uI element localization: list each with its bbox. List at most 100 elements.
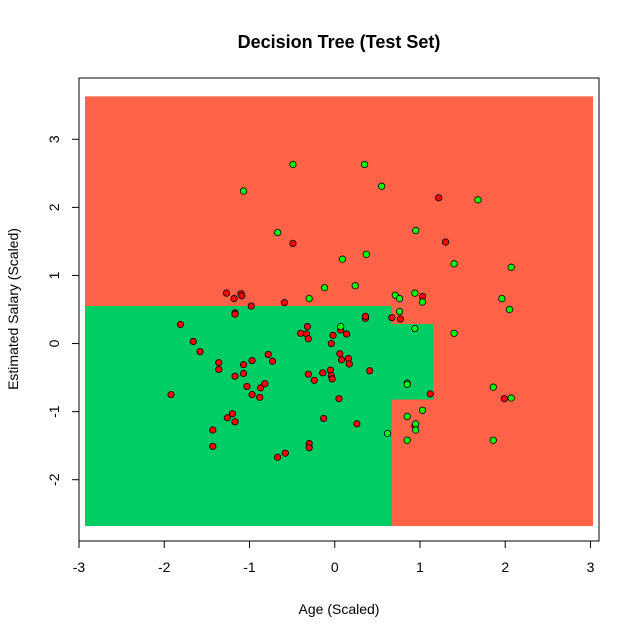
data-point-class-1: [450, 260, 458, 268]
data-point-class-0: [297, 329, 305, 337]
x-axis: -3 -2 -1 0 1 2 3: [73, 540, 595, 575]
data-point-class-0: [231, 372, 239, 380]
data-point-class-0: [329, 331, 337, 339]
data-point-class-0: [345, 360, 353, 368]
data-point-class-1: [498, 295, 506, 303]
data-point-class-1: [505, 305, 514, 314]
data-point-class-0: [310, 376, 318, 384]
data-point-class-0: [328, 375, 336, 383]
data-point-class-0: [209, 426, 217, 434]
data-point-class-0: [274, 453, 282, 461]
y-axis: -2 -1 0 1 2 3: [46, 135, 80, 486]
data-point-class-1: [403, 380, 411, 388]
data-point-class-0: [189, 337, 197, 346]
data-point-class-0: [243, 382, 251, 391]
x-tick-label: -2: [158, 559, 171, 575]
data-point-class-0: [230, 295, 238, 303]
data-point-class-1: [320, 284, 329, 292]
y-tick-label: 0: [46, 339, 62, 347]
data-point-class-0: [239, 361, 248, 369]
data-point-class-0: [343, 330, 351, 338]
data-point-class-0: [256, 393, 264, 401]
x-tick-label: -1: [243, 559, 256, 575]
data-point-class-0: [167, 391, 175, 399]
data-point-class-0: [228, 410, 237, 418]
data-point-class-0: [231, 310, 239, 318]
data-point-class-0: [426, 390, 434, 398]
y-axis-label: Estimated Salary (Scaled): [5, 228, 21, 390]
data-point-class-0: [320, 414, 328, 423]
data-point-class-0: [264, 350, 272, 359]
data-point-class-1: [378, 182, 386, 190]
data-point-class-0: [231, 418, 239, 426]
data-point-class-1: [395, 307, 404, 316]
x-axis-label: Age (Scaled): [299, 601, 380, 617]
data-point-class-0: [388, 314, 396, 322]
data-point-class-0: [223, 414, 231, 422]
data-point-class-1: [412, 226, 420, 235]
data-point-class-0: [289, 239, 297, 248]
data-point-class-1: [274, 228, 282, 237]
data-point-class-0: [176, 320, 185, 329]
data-point-class-1: [412, 426, 420, 434]
data-point-class-0: [222, 289, 231, 297]
data-point-class-1: [239, 187, 248, 195]
data-point-class-1: [411, 324, 419, 333]
data-point-class-1: [418, 298, 427, 306]
data-point-class-1: [338, 255, 347, 263]
data-point-class-0: [209, 442, 217, 450]
data-point-class-1: [474, 196, 482, 204]
y-tick-label: 1: [46, 271, 62, 279]
chart-title: Decision Tree (Test Set): [238, 32, 441, 52]
data-point-class-1: [403, 412, 411, 420]
data-point-class-1: [411, 289, 419, 297]
data-point-class-1: [403, 436, 411, 444]
data-point-class-1: [489, 436, 497, 444]
data-point-class-0: [238, 292, 246, 300]
y-tick-label: -1: [46, 405, 62, 418]
x-tick-label: 3: [587, 559, 595, 575]
data-point-class-0: [435, 194, 443, 202]
data-point-class-0: [500, 395, 508, 403]
data-point-class-0: [305, 444, 313, 452]
data-point-class-0: [215, 365, 223, 374]
data-point-class-1: [418, 406, 427, 414]
data-point-class-0: [247, 302, 255, 310]
data-point-class-0: [248, 391, 256, 399]
y-tick-label: -2: [46, 473, 62, 486]
x-tick-label: 0: [331, 559, 339, 575]
data-point-class-1: [412, 420, 420, 428]
x-tick-label: 2: [501, 559, 509, 575]
data-point-class-0: [336, 350, 344, 358]
data-point-class-1: [362, 250, 370, 258]
data-point-class-0: [396, 315, 404, 323]
data-point-class-1: [507, 394, 515, 402]
data-point-class-0: [303, 322, 312, 331]
data-point-class-1: [507, 263, 515, 271]
data-point-class-0: [441, 238, 450, 246]
data-point-class-0: [335, 395, 343, 403]
x-tick-label: 1: [416, 559, 424, 575]
y-tick-label: 3: [46, 135, 62, 143]
data-point-class-0: [256, 384, 265, 392]
data-point-class-1: [360, 160, 369, 169]
data-point-class-0: [280, 299, 289, 307]
decision-regions: [84, 96, 594, 527]
scatter-points: [167, 160, 515, 461]
data-point-class-0: [366, 367, 374, 375]
data-point-class-0: [268, 357, 277, 365]
data-point-class-0: [281, 449, 289, 457]
data-point-class-0: [239, 369, 248, 378]
data-point-class-0: [337, 356, 346, 364]
data-point-class-0: [361, 312, 370, 320]
data-point-class-0: [215, 359, 223, 367]
data-point-class-1: [305, 295, 313, 303]
y-tick-label: 2: [46, 203, 62, 211]
data-point-class-1: [351, 282, 359, 290]
region-class-1-1: [84, 306, 392, 527]
data-point-class-0: [319, 369, 327, 377]
data-point-class-0: [304, 370, 312, 378]
data-point-class-0: [353, 420, 361, 428]
data-point-class-0: [248, 356, 256, 365]
